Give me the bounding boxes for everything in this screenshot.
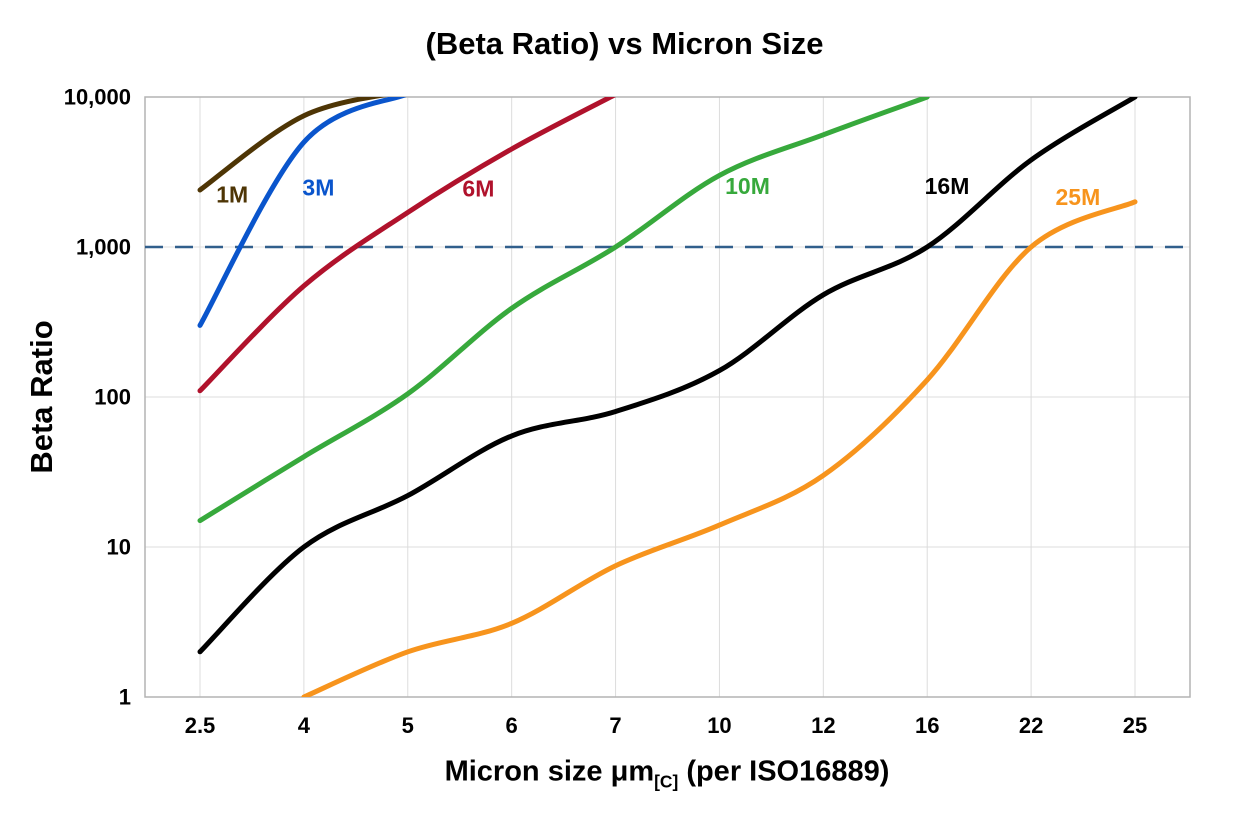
series-label-6M: 6M <box>462 176 494 202</box>
series-line-25M <box>301 199 1138 697</box>
x-tick-label: 7 <box>609 713 621 738</box>
x-tick-label: 25 <box>1123 713 1147 738</box>
x-tick-label: 22 <box>1019 713 1043 738</box>
series-line-16M <box>197 97 1138 655</box>
series-label-1M: 1M <box>216 181 248 207</box>
x-tick-label: 6 <box>506 713 518 738</box>
y-tick-label: 1,000 <box>76 235 131 260</box>
y-tick-label: 100 <box>94 385 131 410</box>
series-group <box>197 97 1138 697</box>
x-axis-title: Micron size μm[C] (per ISO16889) <box>444 755 890 792</box>
plot-border <box>144 96 1191 698</box>
y-tick-label: 1 <box>119 685 131 710</box>
series-line-10M <box>197 97 930 524</box>
y-tick-label: 10,000 <box>64 85 131 110</box>
x-tick-label: 12 <box>811 713 835 738</box>
x-tick-label: 5 <box>402 713 414 738</box>
x-tick-label: 2.5 <box>185 713 216 738</box>
series-line-6M <box>197 97 617 394</box>
x-axis-title-suffix: (per ISO16889) <box>678 755 890 788</box>
x-tick-label: 16 <box>915 713 939 738</box>
series-line-3M <box>197 97 407 328</box>
chart-title: (Beta Ratio) vs Micron Size <box>425 26 824 61</box>
series-line-1M <box>197 97 387 193</box>
x-tick-label: 10 <box>707 713 731 738</box>
x-axis-title-subscript: [C] <box>654 771 679 792</box>
series-label-10M: 10M <box>725 173 770 199</box>
series-label-25M: 25M <box>1056 184 1101 210</box>
y-tick-label: 10 <box>107 535 131 560</box>
x-axis-title-text: Micron size μm <box>444 755 655 788</box>
series-label-3M: 3M <box>302 174 334 200</box>
series-label-16M: 16M <box>925 173 970 199</box>
x-tick-label: 4 <box>298 713 311 738</box>
